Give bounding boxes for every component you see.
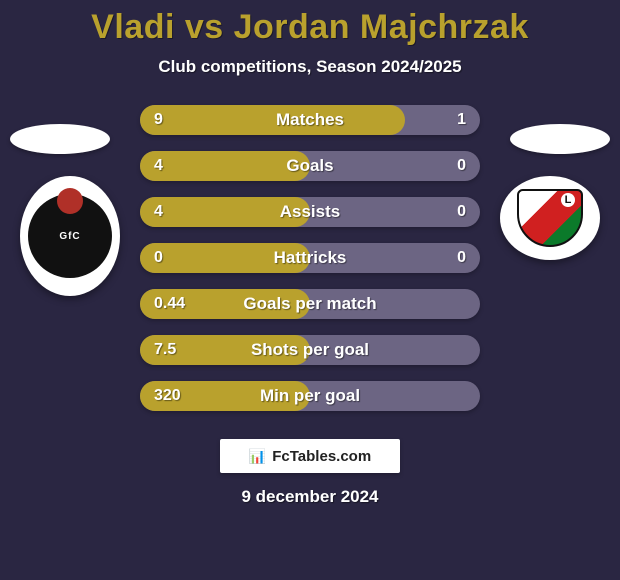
- stat-bar-fill: [140, 151, 310, 181]
- stat-value-left: 0.44: [154, 295, 185, 313]
- stat-bar-fill: [140, 105, 405, 135]
- stat-bar: 9 Matches 1: [140, 105, 480, 135]
- stat-bars: 9 Matches 1 4 Goals 0 4 Assists 0 0 Hattricks 0 0.44…: [140, 105, 480, 411]
- subtitle: Club competitions, Season 2024/2025: [0, 57, 620, 77]
- stat-value-left: 7.5: [154, 341, 176, 359]
- stat-label: Goals: [286, 156, 333, 176]
- stat-value-right: 0: [457, 249, 466, 267]
- stat-value-left: 4: [154, 203, 163, 221]
- stat-bar: 0 Hattricks 0: [140, 243, 480, 273]
- stat-label: Min per goal: [260, 386, 360, 406]
- stat-label: Matches: [276, 110, 344, 130]
- chart-icon: 📊: [249, 448, 266, 465]
- comparison-infographic: Vladi vs Jordan Majchrzak Club competiti…: [0, 0, 620, 580]
- crest-right: [500, 176, 600, 260]
- source-text: FcTables.com: [272, 448, 371, 465]
- stat-value-left: 4: [154, 157, 163, 175]
- stat-value-right: 0: [457, 157, 466, 175]
- page-title: Vladi vs Jordan Majchrzak: [0, 8, 620, 47]
- stat-label: Goals per match: [243, 294, 376, 314]
- crest-left-text: GfC: [59, 231, 80, 242]
- stat-bar: 0.44 Goals per match: [140, 289, 480, 319]
- stat-value-right: 0: [457, 203, 466, 221]
- date-text: 9 december 2024: [0, 487, 620, 507]
- stat-value-left: 320: [154, 387, 181, 405]
- stat-label: Assists: [280, 202, 340, 222]
- stat-value-left: 0: [154, 249, 163, 267]
- pedestal-right: [510, 124, 610, 154]
- crest-left-inner: GfC: [28, 194, 112, 278]
- stat-label: Hattricks: [274, 248, 347, 268]
- stat-bar: 7.5 Shots per goal: [140, 335, 480, 365]
- stat-label: Shots per goal: [251, 340, 369, 360]
- stat-bar: 4 Assists 0: [140, 197, 480, 227]
- source-badge: 📊 FcTables.com: [220, 439, 400, 473]
- crest-right-shield: [517, 189, 583, 247]
- stat-value-right: 1: [457, 111, 466, 129]
- stat-bar: 320 Min per goal: [140, 381, 480, 411]
- stat-bar: 4 Goals 0: [140, 151, 480, 181]
- crest-left: GfC: [20, 176, 120, 296]
- stat-value-left: 9: [154, 111, 163, 129]
- pedestal-left: [10, 124, 110, 154]
